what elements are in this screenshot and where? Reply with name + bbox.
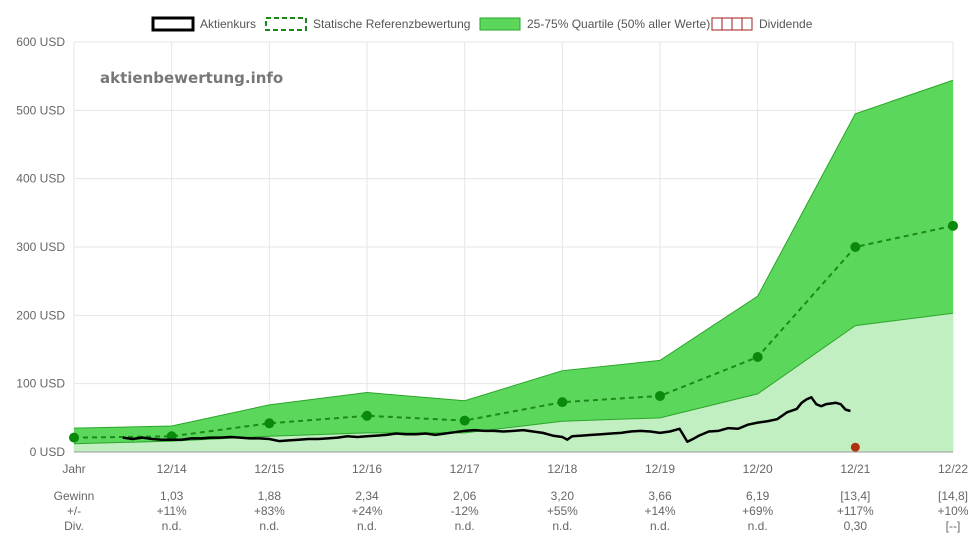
x-tick-label: 12/17 [450, 462, 480, 476]
legend: Aktienkurs Statische Referenzbewertung 25-… [151, 16, 813, 32]
lower-area [74, 313, 953, 452]
table-cell: [14,8] [938, 489, 968, 503]
reference-point [459, 415, 470, 426]
table-cell: 2,06 [453, 489, 477, 503]
legend-swatch-band [479, 17, 521, 31]
x-axis-title: Jahr [62, 462, 85, 476]
table-cell: n.d. [357, 519, 377, 533]
table-cell: [13,4] [840, 489, 870, 503]
dividend-point [850, 442, 860, 452]
table-row-label: Div. [64, 519, 84, 533]
table-cell: 6,19 [746, 489, 770, 503]
quartile-band [74, 80, 953, 444]
x-tick-label: 12/16 [352, 462, 382, 476]
y-tick-label: 200 USD [16, 308, 65, 322]
x-tick-label: 12/22 [938, 462, 968, 476]
table-cell: +69% [742, 504, 773, 518]
table-row-label: +/- [67, 504, 81, 518]
y-tick-label: 300 USD [16, 240, 65, 254]
legend-label-dividend: Dividende [759, 17, 813, 31]
table-cell: +83% [254, 504, 285, 518]
reference-point [948, 220, 958, 231]
reference-point [557, 397, 568, 408]
table-cell: n.d. [748, 519, 768, 533]
legend-swatch-reference [265, 17, 307, 31]
x-tick-label: 12/14 [157, 462, 187, 476]
legend-label-price: Aktienkurs [200, 17, 256, 31]
x-tick-label: 12/15 [254, 462, 284, 476]
x-tick-label: 12/20 [743, 462, 773, 476]
table-cell: 3,20 [551, 489, 575, 503]
table-cell: [--] [946, 519, 961, 533]
watermark-text: aktienbewertung.info [100, 69, 283, 87]
legend-label-band: 25-75% Quartile (50% aller Werte) [527, 17, 710, 31]
table-cell: 1,88 [258, 489, 282, 503]
legend-swatch-price [151, 16, 195, 32]
table-cell: n.d. [552, 519, 572, 533]
table-cell: n.d. [455, 519, 475, 533]
x-tick-label: 12/21 [840, 462, 870, 476]
table-cell: n.d. [259, 519, 279, 533]
table-cell: 3,66 [648, 489, 672, 503]
x-tick-label: 12/19 [645, 462, 675, 476]
table-cell: +10% [937, 504, 968, 518]
table-row-label: Gewinn [54, 489, 95, 503]
y-tick-label: 400 USD [16, 172, 65, 186]
x-tick-label: 12/18 [547, 462, 577, 476]
quartile-upper-line [73, 79, 954, 429]
table-cell: 0,30 [844, 519, 868, 533]
y-tick-label: 600 USD [16, 35, 65, 49]
y-tick-label: 500 USD [16, 103, 65, 117]
y-tick-label: 0 USD [30, 445, 66, 459]
table-cell: +55% [547, 504, 578, 518]
reference-line [73, 224, 954, 439]
price-line [122, 396, 851, 443]
table-cell: 1,03 [160, 489, 184, 503]
y-tick-label: 100 USD [16, 377, 65, 391]
table-cell: +24% [351, 504, 382, 518]
reference-point [655, 390, 665, 401]
table-cell: +14% [644, 504, 675, 518]
table-cell: n.d. [650, 519, 670, 533]
table-cell: n.d. [162, 519, 182, 533]
table-cell: +11% [157, 504, 187, 518]
reference-point [69, 432, 79, 443]
reference-point [362, 410, 372, 421]
table-cell: +117% [837, 504, 874, 518]
table-cell: 2,34 [355, 489, 379, 503]
reference-point [752, 352, 763, 363]
reference-point [264, 418, 275, 429]
table-cell: -12% [451, 504, 479, 518]
legend-label-reference: Statische Referenzbewertung [313, 17, 470, 31]
reference-point [850, 242, 861, 252]
